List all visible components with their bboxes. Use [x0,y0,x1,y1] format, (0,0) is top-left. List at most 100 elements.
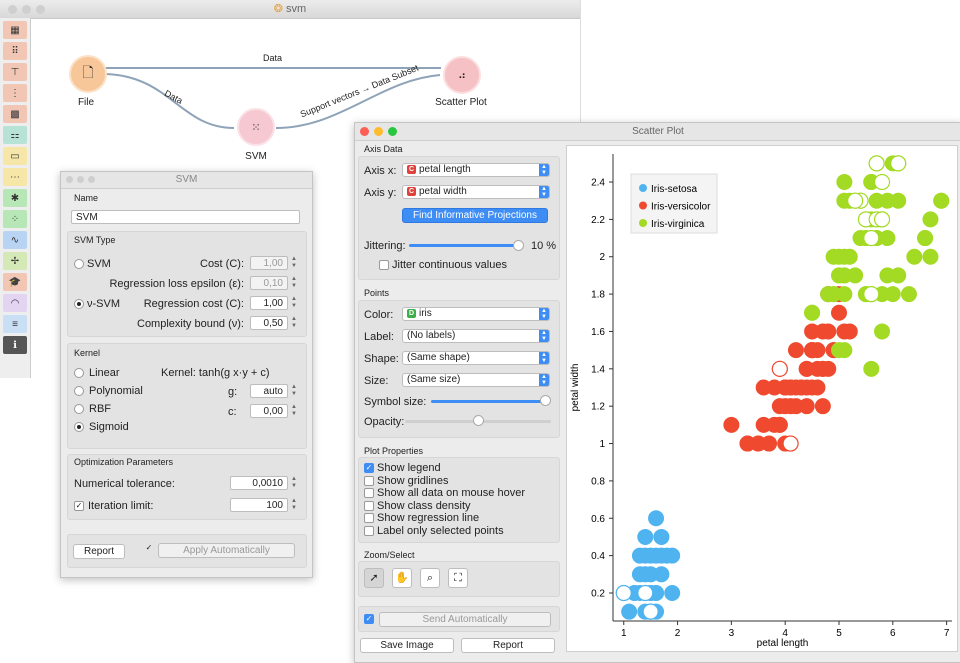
apply-auto-button[interactable]: Apply Automatically [158,543,295,558]
reg-cost-stepper[interactable]: ▲ ▼ [291,296,297,309]
mosaic-icon[interactable]: ⚏ [3,126,27,144]
plot-property-checkbox[interactable] [364,525,374,536]
apply-auto-checkbox[interactable]: ✓ [145,543,153,552]
scatter-plot-area[interactable]: 1 2 3 4 5 6 7 0.2 0.4 0.6 0.8 1 1.2 1.4 1.6 1.8 2 2.2 2.4 p… [566,145,958,652]
tree-icon[interactable]: ⊤ [3,63,27,81]
plot-property-checkbox[interactable] [364,513,374,523]
legend-marker [639,219,647,227]
kernel-sigmoid-radio[interactable] [74,422,84,432]
education-icon[interactable]: 🎓 [3,273,27,291]
scatter-report-button[interactable]: Report [461,638,555,653]
plot-property-checkbox[interactable] [364,475,374,486]
reg-cost-input[interactable]: 1,00 [250,296,288,310]
svm-minimize-button[interactable] [77,176,84,183]
jittering-slider[interactable] [409,244,519,247]
shape-combo[interactable]: (Same shape) ▲ ▼ [402,351,550,365]
legend-label: Iris-virginica [651,219,705,230]
symbol-size-slider[interactable] [431,400,545,403]
y-tick-label: 2.4 [591,178,605,189]
pythagoras-icon[interactable]: ✢ [3,252,27,270]
jitter-continuous-checkbox[interactable] [379,260,389,270]
image-icon[interactable]: ▭ [3,147,27,165]
cost-input[interactable]: 1,00 [250,256,288,270]
distributions-icon[interactable]: ⋮ [3,84,27,102]
select-tool-button[interactable]: ➚ [364,568,384,588]
iteration-input[interactable]: 100 [230,498,288,512]
label-combo[interactable]: (No labels) ▲ ▼ [402,329,550,343]
file-node[interactable]: 🗋 [69,55,107,93]
info-icon[interactable]: ℹ [3,336,27,354]
complexity-stepper[interactable]: ▲ ▼ [291,316,297,329]
line-plot-icon[interactable]: ∿ [3,231,27,249]
cost-stepper[interactable]: ▲ ▼ [291,256,297,269]
svm-close-button[interactable] [66,176,73,183]
epsilon-label: Regression loss epsilon (ε): [109,278,244,290]
pan-tool-button[interactable]: ✋ [392,568,412,588]
tolerance-input[interactable]: 0,0010 [230,476,288,490]
svm-radio[interactable] [74,259,84,269]
name-input[interactable]: SVM [71,210,300,224]
rainbow-icon[interactable]: ◠ [3,294,27,312]
scatter-close-button[interactable] [360,127,369,136]
plot-property-row[interactable]: Show all data on mouse hover [364,487,525,499]
link-file-svm[interactable] [103,73,235,129]
plot-property-checkbox[interactable]: ✓ [364,463,374,473]
pivot-icon[interactable]: ⁘ [3,210,27,228]
nu-svm-radio[interactable] [74,299,84,309]
close-window-button[interactable] [8,5,17,14]
save-image-button[interactable]: Save Image [360,638,454,653]
find-projections-button[interactable]: Find Informative Projections [402,208,548,223]
plot-property-checkbox[interactable] [364,488,374,498]
plot-property-row[interactable]: Show class density [364,500,471,512]
iteration-checkbox[interactable]: ✓ [74,501,84,511]
svm-report-button[interactable]: Report [73,544,125,559]
send-auto-button[interactable]: Send Automatically [379,612,551,627]
plot-property-row[interactable]: Label only selected points [364,525,504,537]
symbol-size-slider-handle[interactable] [540,395,551,406]
c-input[interactable]: 0,00 [250,404,288,418]
zoom-window-button[interactable] [36,5,45,14]
plot-property-checkbox[interactable] [364,500,374,511]
scatter-icon[interactable]: ⠿ [3,42,27,60]
sieve-icon[interactable]: ⋯ [3,168,27,186]
scatter-chart[interactable]: 1 2 3 4 5 6 7 0.2 0.4 0.6 0.8 1 1.2 1.4 1.6 1.8 2 2.2 2.4 p… [567,146,957,651]
link-svm-scatter[interactable] [275,74,441,129]
kernel-linear-radio[interactable] [74,368,84,378]
g-input[interactable]: auto [250,384,288,398]
svm-node[interactable]: ⁙ [237,108,275,146]
zoom-tool-button[interactable]: ⌕ [420,568,440,588]
kernel-rbf-radio[interactable] [74,404,84,414]
optimization-label: Optimization Parameters [74,457,174,467]
network-icon[interactable]: ✱ [3,189,27,207]
minimize-window-button[interactable] [22,5,31,14]
scatter-zoom-button[interactable] [388,127,397,136]
send-auto-checkbox[interactable]: ✓ [364,614,374,624]
scatter-minimize-button[interactable] [374,127,383,136]
plot-property-row[interactable]: ✓ Show legend [364,462,441,474]
chevron-updown-icon: ▲ ▼ [539,374,549,386]
plot-property-row[interactable]: Show gridlines [364,475,449,487]
heatmap-icon[interactable]: ▩ [3,105,27,123]
g-stepper[interactable]: ▲ ▼ [291,384,297,397]
jittering-slider-handle[interactable] [513,240,524,251]
scatter-node[interactable]: ⠴ [443,56,481,94]
tolerance-stepper[interactable]: ▲ ▼ [291,476,297,489]
kernel-polynomial-radio[interactable] [74,386,84,396]
epsilon-input[interactable]: 0,10 [250,276,288,290]
reset-zoom-button[interactable]: ⛶ [448,568,468,588]
size-combo[interactable]: (Same size) ▲ ▼ [402,373,550,387]
data-point [847,267,864,284]
complexity-input[interactable]: 0,50 [250,316,288,330]
iteration-stepper[interactable]: ▲ ▼ [291,498,297,511]
opacity-slider-handle[interactable] [473,415,484,426]
data-table-icon[interactable]: ▦ [3,21,27,39]
epsilon-stepper[interactable]: ▲ ▼ [291,276,297,289]
plot-property-row[interactable]: Show regression line [364,512,479,524]
data-point [879,267,896,284]
text-icon[interactable]: ≡ [3,315,27,333]
svm-zoom-button[interactable] [88,176,95,183]
c-stepper[interactable]: ▲ ▼ [291,404,297,417]
